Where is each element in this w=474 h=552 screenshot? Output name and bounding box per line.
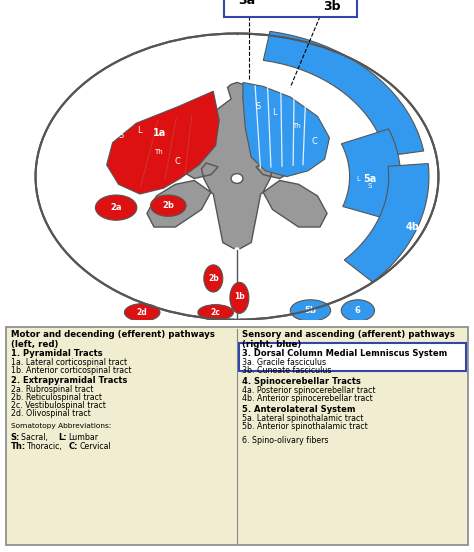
- Text: 2b: 2b: [208, 274, 219, 283]
- Text: 6: 6: [355, 306, 361, 315]
- Text: 2a: 2a: [110, 203, 122, 212]
- Circle shape: [231, 174, 243, 183]
- Text: Motor and decending (efferent) pathways: Motor and decending (efferent) pathways: [10, 330, 214, 339]
- Text: 4. Spinocerebellar Tracts: 4. Spinocerebellar Tracts: [242, 377, 361, 386]
- Text: 6. Spino-olivary fibers: 6. Spino-olivary fibers: [242, 436, 328, 445]
- FancyBboxPatch shape: [6, 327, 468, 545]
- Text: 5a. Lateral spinothalamic tract: 5a. Lateral spinothalamic tract: [242, 414, 363, 423]
- Polygon shape: [107, 91, 219, 194]
- Text: 1b: 1b: [234, 293, 245, 301]
- Text: 4b: 4b: [405, 222, 419, 232]
- Text: 2c. Vestibulospinal tract: 2c. Vestibulospinal tract: [10, 401, 105, 410]
- Text: 5a: 5a: [363, 173, 376, 183]
- Ellipse shape: [198, 305, 233, 320]
- Text: 2. Extrapyramidal Tracts: 2. Extrapyramidal Tracts: [10, 376, 127, 385]
- Text: 2d: 2d: [137, 308, 147, 317]
- Text: C: C: [175, 157, 181, 166]
- Polygon shape: [264, 31, 424, 156]
- Text: Th:: Th:: [10, 442, 26, 451]
- Text: Th: Th: [155, 150, 163, 155]
- Text: 3b: 3b: [323, 1, 340, 13]
- Text: Sacral,: Sacral,: [21, 433, 50, 442]
- Text: 5b. Anterior spinothalamic tract: 5b. Anterior spinothalamic tract: [242, 422, 367, 431]
- Text: Th: Th: [342, 170, 350, 175]
- Text: Somatotopy Abbreviations:: Somatotopy Abbreviations:: [10, 423, 111, 429]
- Text: 3a. Gracile fasciculus: 3a. Gracile fasciculus: [242, 358, 326, 367]
- Text: 2b. Reticulospinal tract: 2b. Reticulospinal tract: [10, 393, 101, 402]
- Text: S:: S:: [10, 433, 20, 442]
- Text: 2a. Rubrospinal tract: 2a. Rubrospinal tract: [10, 385, 93, 394]
- Text: 4a. Posterior spinocerebellar tract: 4a. Posterior spinocerebellar tract: [242, 386, 375, 395]
- Ellipse shape: [124, 304, 160, 321]
- Text: L:: L:: [58, 433, 67, 442]
- Text: 1a. Lateral corticospinal tract: 1a. Lateral corticospinal tract: [10, 358, 127, 367]
- Text: 1b. Anterior corticospinal tract: 1b. Anterior corticospinal tract: [10, 367, 131, 375]
- Text: 3. Dorsal Column Medial Lemniscus System: 3. Dorsal Column Medial Lemniscus System: [242, 349, 447, 358]
- Ellipse shape: [36, 34, 438, 320]
- Polygon shape: [341, 129, 401, 220]
- Text: L: L: [273, 108, 277, 117]
- Text: S: S: [118, 131, 124, 140]
- Text: 5. Anterolateral System: 5. Anterolateral System: [242, 405, 355, 413]
- Ellipse shape: [151, 195, 186, 216]
- Text: C: C: [329, 164, 334, 170]
- Text: Sensory and ascending (afferent) pathways: Sensory and ascending (afferent) pathway…: [242, 330, 455, 339]
- Text: 2c: 2c: [211, 308, 220, 317]
- Text: Thoracic,: Thoracic,: [26, 442, 64, 451]
- Text: Th: Th: [292, 123, 301, 129]
- Ellipse shape: [290, 300, 331, 321]
- Text: (left, red): (left, red): [10, 339, 58, 349]
- FancyBboxPatch shape: [224, 0, 356, 18]
- Ellipse shape: [230, 282, 249, 314]
- Text: 4b. Anterior spinocerebellar tract: 4b. Anterior spinocerebellar tract: [242, 394, 373, 404]
- Ellipse shape: [341, 300, 374, 321]
- Text: Lumbar: Lumbar: [69, 433, 99, 442]
- Text: 4a: 4a: [406, 89, 419, 99]
- Text: 5b: 5b: [304, 306, 317, 315]
- Text: 3b. Cuneate fasciculus: 3b. Cuneate fasciculus: [242, 367, 331, 375]
- Text: L: L: [356, 176, 360, 182]
- Text: S: S: [255, 102, 261, 111]
- Polygon shape: [344, 163, 429, 282]
- Polygon shape: [243, 82, 329, 177]
- Ellipse shape: [95, 195, 137, 220]
- Text: (right, blue): (right, blue): [242, 339, 301, 349]
- Text: 2d. Olivospinal tract: 2d. Olivospinal tract: [10, 410, 90, 418]
- Text: 3a: 3a: [238, 0, 255, 8]
- Ellipse shape: [204, 265, 223, 292]
- Text: Cervical: Cervical: [79, 442, 111, 451]
- Text: 2b: 2b: [162, 201, 174, 210]
- Text: L: L: [137, 126, 142, 135]
- FancyBboxPatch shape: [239, 343, 466, 371]
- Polygon shape: [147, 82, 327, 250]
- Text: C:: C:: [69, 442, 78, 451]
- Text: S: S: [367, 183, 372, 189]
- Text: C: C: [311, 137, 317, 146]
- Text: 1. Pyramidal Tracts: 1. Pyramidal Tracts: [10, 349, 102, 358]
- Text: 1a: 1a: [154, 128, 166, 138]
